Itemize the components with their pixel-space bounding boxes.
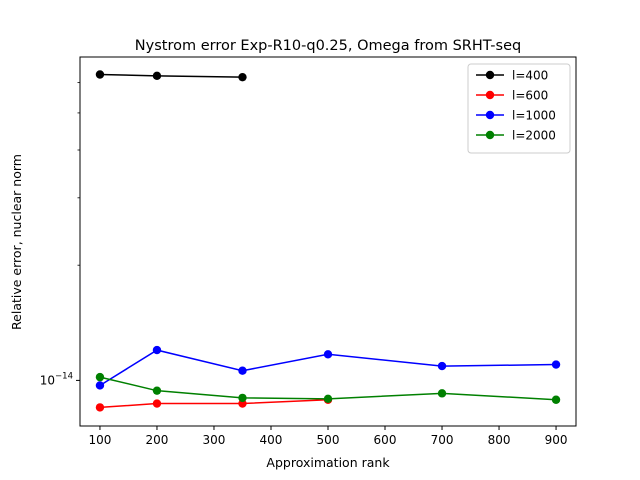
legend-marker [485, 70, 495, 80]
data-point [152, 345, 162, 355]
data-point [238, 72, 247, 82]
data-point [437, 361, 447, 371]
series-0 [95, 70, 247, 82]
legend-label: l=2000 [512, 129, 556, 143]
data-point [152, 71, 162, 81]
legend-item: l=600 [476, 89, 548, 103]
x-tick-label: 100 [89, 433, 112, 447]
y-tick-label: 10−14 [40, 371, 73, 387]
legend: l=400 l=600 l=1000 l=2000 [467, 63, 571, 154]
data-point [152, 386, 162, 395]
data-point [437, 389, 447, 398]
legend-label: l=1000 [512, 109, 556, 123]
x-tick-label: 500 [317, 433, 340, 447]
legend-label: l=400 [512, 69, 548, 83]
series-3 [95, 372, 561, 404]
x-axis-label: Approximation rank [266, 455, 390, 470]
x-tick-label: 300 [203, 433, 226, 447]
x-tick-label: 900 [545, 433, 568, 447]
data-point [95, 372, 105, 382]
data-point [551, 360, 561, 369]
x-tick-label: 700 [431, 433, 454, 447]
legend-marker [485, 110, 495, 120]
data-point [95, 403, 105, 412]
chart-title: Nystrom error Exp-R10-q0.25, Omega from … [135, 38, 521, 54]
data-point [152, 399, 162, 408]
data-point [95, 70, 105, 79]
series-line [99, 376, 557, 401]
x-tick-label: 200 [146, 433, 169, 447]
legend-marker [485, 90, 495, 100]
legend-marker [485, 130, 495, 140]
x-tick-label: 800 [488, 433, 511, 447]
series-line [99, 349, 557, 387]
x-tick-label: 400 [260, 433, 283, 447]
legend-label: l=600 [512, 89, 548, 103]
y-axis-label: Relative error, nuclear norm [9, 154, 24, 330]
series-layer [95, 70, 561, 412]
data-point [95, 381, 105, 390]
legend-box [467, 63, 571, 154]
data-point [551, 395, 561, 404]
data-point [238, 366, 247, 375]
legend-item: l=400 [476, 69, 548, 83]
axes: 100 200 300 400 500 600 700 800 900 10−14 [40, 82, 568, 447]
legend-item: l=1000 [476, 109, 556, 123]
x-tick-label: 600 [374, 433, 397, 447]
data-point [323, 350, 333, 359]
data-point [238, 393, 247, 403]
legend-item: l=2000 [476, 129, 556, 143]
data-point [323, 394, 333, 404]
series-2 [95, 345, 561, 390]
series-line [99, 399, 329, 409]
